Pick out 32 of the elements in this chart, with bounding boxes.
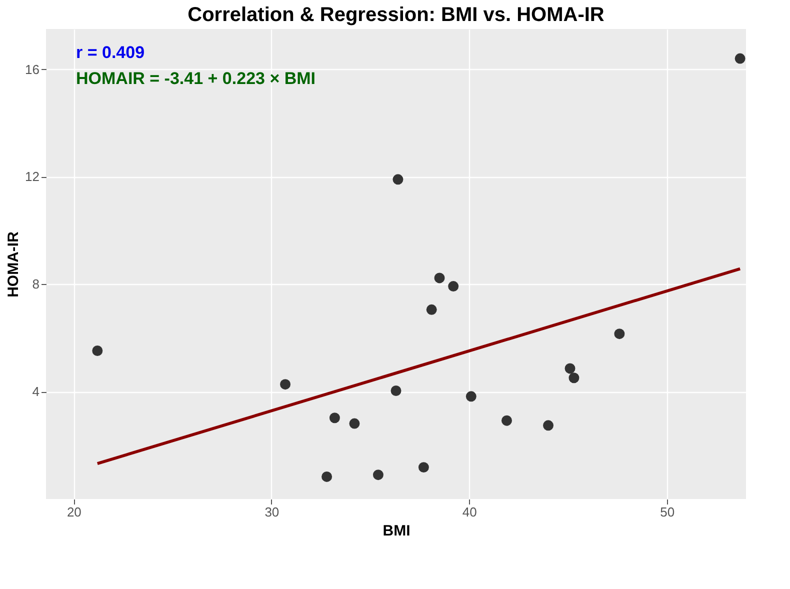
point [466,391,476,402]
point [564,363,576,374]
x-tick-label: 30 [264,504,280,520]
point [418,462,429,473]
point [568,372,580,384]
point [92,346,103,356]
y-tick-label: 4 [32,384,40,400]
y-tick-label: 12 [25,169,40,184]
point [329,412,340,424]
y-tick-label: 16 [25,62,40,77]
annotation: r = 0.409 [76,43,145,62]
point [372,470,384,480]
point [280,379,291,390]
y-tick-label: 8 [32,276,40,292]
point [614,328,625,340]
point [349,418,360,429]
point [434,272,445,284]
point [426,304,437,315]
point [501,415,512,426]
annotation: HOMAIR = -3.41 + 0.223 × BMI [76,69,316,88]
point [734,53,746,64]
x-tick-label: 20 [66,504,82,520]
point [392,174,404,185]
point [543,420,554,431]
point [448,281,459,292]
chart-title: Correlation & Regression: BMI vs. HOMA-IR [188,4,605,26]
point [322,471,332,482]
x-tick-label: 50 [660,504,675,520]
x-axis-title: BMI [382,522,410,540]
point [390,386,402,396]
x-tick-label: 40 [462,504,477,520]
y-axis-title: HOMA-IR [5,231,22,298]
